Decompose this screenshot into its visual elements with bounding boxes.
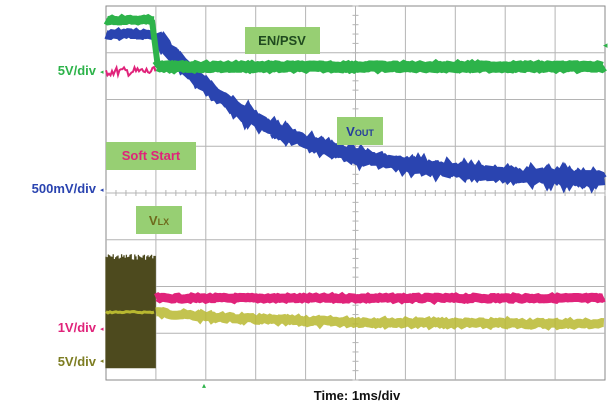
time-scale-label: Time: 1ms/div — [314, 388, 401, 403]
vlx-label-main: V — [149, 213, 158, 228]
soft-start-trace-before — [105, 64, 157, 79]
en-psv-trace-before — [103, 13, 155, 26]
svg-text:VOUT: VOUT — [346, 124, 374, 139]
svg-text:VLX: VLX — [149, 213, 169, 228]
vlx-scale-label: 5V/div — [58, 354, 97, 369]
trigger-marker-right: ◂ — [603, 40, 608, 50]
vlx-label-box: VLX — [136, 206, 182, 234]
ch-marker-vout: ◂ — [100, 187, 104, 194]
ch-marker-vlx: ◂ — [100, 358, 104, 365]
ch-marker-en-psv: ◂ — [100, 69, 104, 76]
en-psv-falling-edge — [148, 19, 161, 68]
vlx-label-sub: LX — [158, 217, 170, 227]
vout-trace-before — [104, 26, 156, 42]
vout-label-box: VOUT — [337, 117, 383, 145]
vout-trace-after — [150, 31, 607, 194]
en-psv-scale-label: 5V/div — [58, 63, 97, 78]
vout-label-main: V — [346, 124, 355, 139]
en-psv-trace-after — [152, 58, 607, 75]
trigger-marker-bottom: ▴ — [202, 381, 206, 390]
vlx-trace-after — [155, 306, 605, 331]
traces — [103, 13, 607, 369]
vout-scale-label: 500mV/div — [32, 181, 97, 196]
vout-label-sub: OUT — [355, 128, 375, 138]
soft-start-trace-after — [154, 291, 606, 306]
soft-start-label-box: Soft Start — [106, 142, 196, 170]
soft-start-scale-label: 1V/div — [58, 320, 97, 335]
svg-text:EN/PSV: EN/PSV — [258, 33, 306, 48]
vlx-trace-before — [105, 309, 155, 315]
svg-text:Soft Start: Soft Start — [122, 148, 181, 163]
ch-marker-soft-start: ◂ — [100, 326, 104, 333]
en-psv-label-box: EN/PSV — [245, 27, 320, 54]
